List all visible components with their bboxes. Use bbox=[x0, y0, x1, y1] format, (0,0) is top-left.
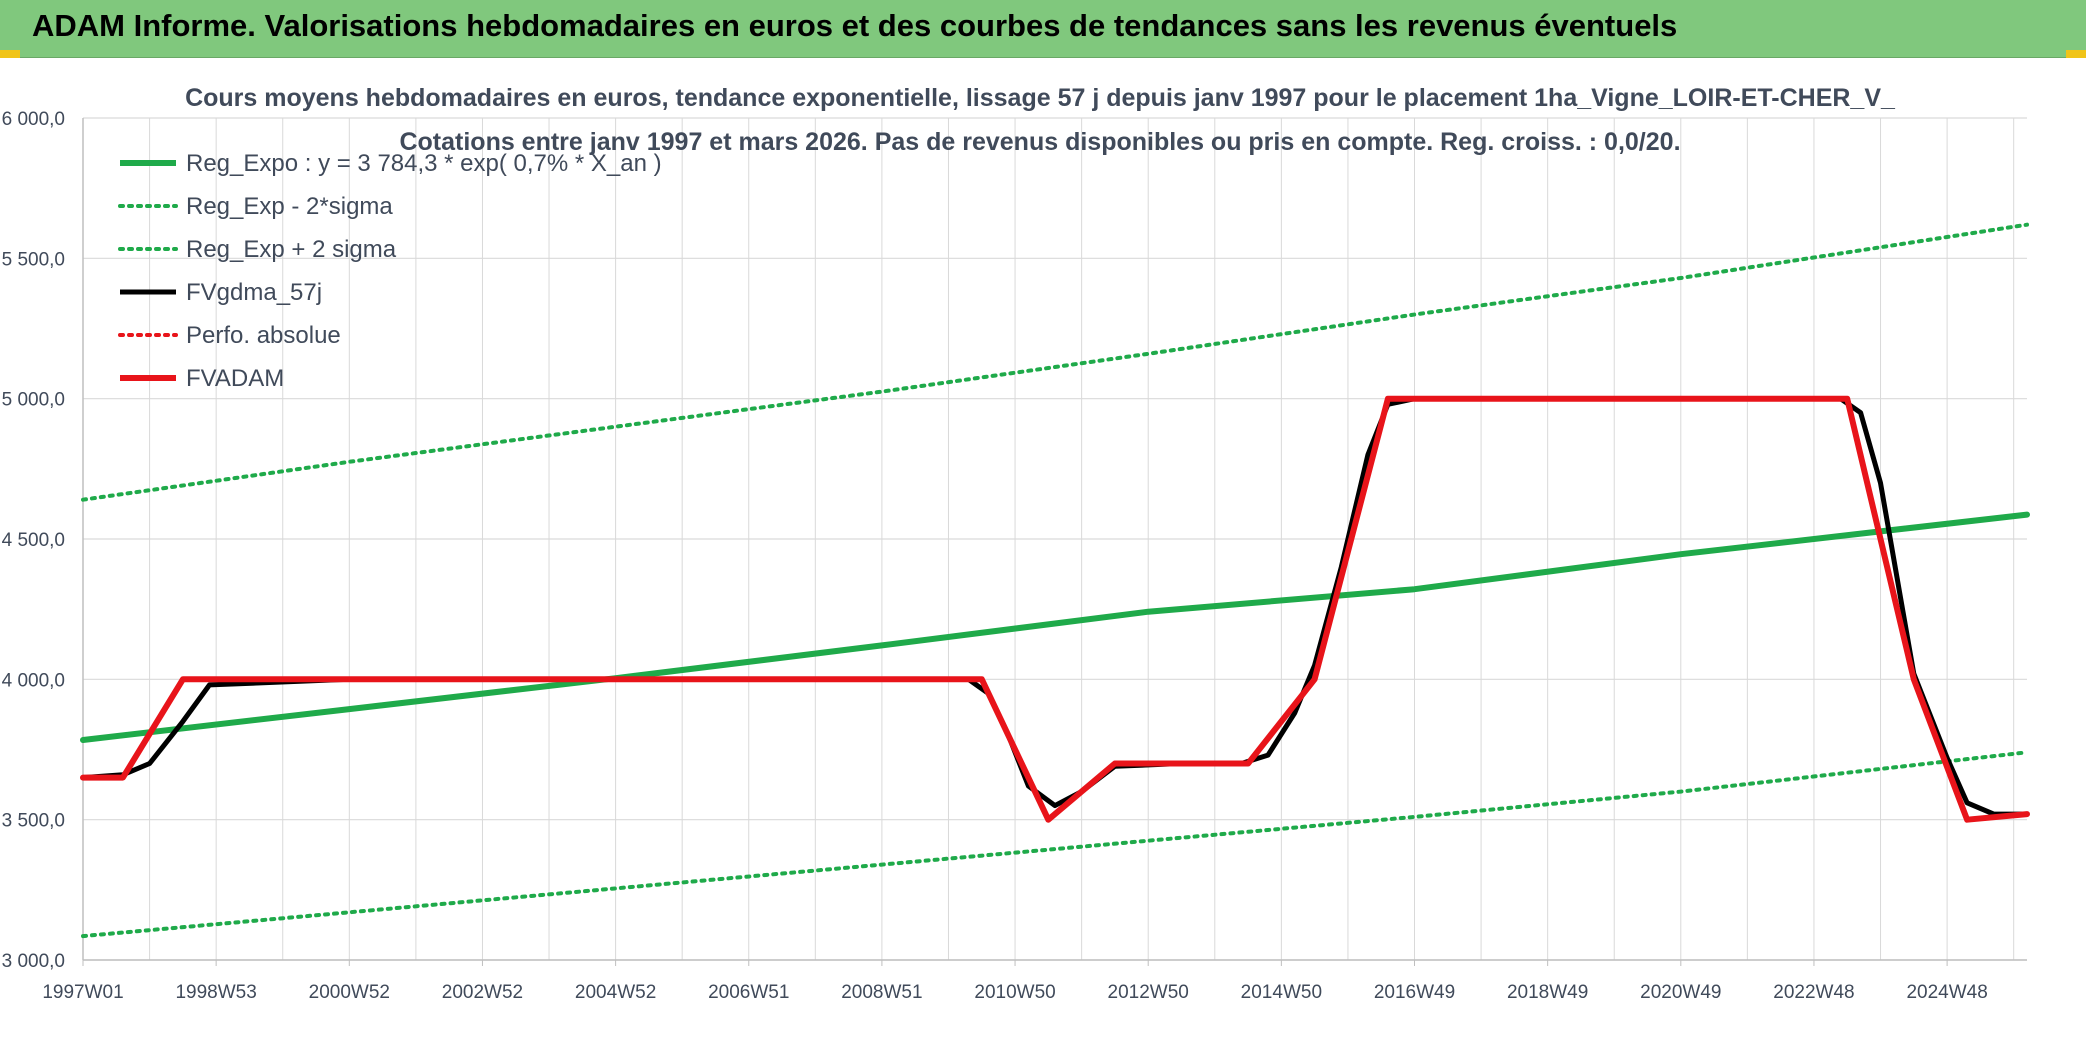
axes: 3 000,0 3 500,0 4 000,0 4 500,0 5 000,0 5 500… bbox=[2, 109, 2027, 1003]
x-tick-label: 2012W50 bbox=[1108, 982, 1189, 1003]
x-tick-label: 2018W49 bbox=[1507, 982, 1588, 1003]
legend: Reg_Expo : y = 3 784,3 * exp( 0,7% * X_a… bbox=[118, 150, 662, 392]
y-tick-label: 5 000,0 bbox=[2, 390, 65, 411]
x-tick-label: 2004W52 bbox=[575, 982, 656, 1003]
x-tick-label: 1998W53 bbox=[175, 982, 256, 1003]
line-chart: 3 000,0 3 500,0 4 000,0 4 500,0 5 000,0 5 500… bbox=[2, 84, 2030, 1003]
y-tick-label: 6 000,0 bbox=[2, 109, 65, 130]
x-tick-label: 2022W48 bbox=[1773, 982, 1854, 1003]
report-banner: ADAM Informe. Valorisations hebdomadaire… bbox=[0, 0, 2086, 58]
series bbox=[80, 222, 2030, 939]
series-line-reg-expo bbox=[80, 511, 2030, 743]
legend-label: Reg_Expo : y = 3 784,3 * exp( 0,7% * X_a… bbox=[186, 150, 662, 177]
x-tick-label: 2016W49 bbox=[1374, 982, 1455, 1003]
x-tick-label: 1997W01 bbox=[42, 982, 123, 1003]
y-tick-label: 4 500,0 bbox=[2, 530, 65, 551]
legend-label: FVADAM bbox=[186, 365, 284, 392]
x-tick-label: 2000W52 bbox=[309, 982, 390, 1003]
series-line-fvadam bbox=[80, 395, 2030, 823]
series-line-reg-exp bbox=[81, 222, 2029, 502]
chart-subtitle: Cotations entre janv 1997 et mars 2026. … bbox=[399, 128, 1680, 156]
legend-label: Reg_Exp - 2*sigma bbox=[186, 193, 393, 220]
series-line-fvgdma-57j bbox=[80, 396, 2030, 817]
y-tick-label: 3 000,0 bbox=[2, 951, 65, 972]
x-tick-label: 2024W48 bbox=[1906, 982, 1987, 1003]
y-tick-label: 5 500,0 bbox=[2, 249, 65, 270]
x-tick-label: 2010W50 bbox=[974, 982, 1055, 1003]
x-tick-label: 2008W51 bbox=[841, 982, 922, 1003]
y-tick-label: 4 000,0 bbox=[2, 670, 65, 691]
x-tick-label: 2020W49 bbox=[1640, 982, 1721, 1003]
legend-label: FVgdma_57j bbox=[186, 279, 322, 306]
corner-mark-left bbox=[0, 50, 20, 58]
series-line-reg-exp bbox=[81, 750, 2029, 939]
legend-label: Reg_Exp + 2 sigma bbox=[186, 236, 397, 263]
chart-title: Cours moyens hebdomadaires en euros, ten… bbox=[185, 84, 1896, 112]
chart-area: 3 000,0 3 500,0 4 000,0 4 500,0 5 000,0 5 500… bbox=[0, 58, 2086, 1038]
x-tick-label: 2006W51 bbox=[708, 982, 789, 1003]
report-title: ADAM Informe. Valorisations hebdomadaire… bbox=[32, 8, 1678, 43]
x-tick-label: 2002W52 bbox=[442, 982, 523, 1003]
corner-mark-right bbox=[2066, 50, 2086, 58]
x-tick-label: 2014W50 bbox=[1241, 982, 1322, 1003]
legend-label: Perfo. absolue bbox=[186, 322, 341, 349]
y-tick-label: 3 500,0 bbox=[2, 811, 65, 832]
